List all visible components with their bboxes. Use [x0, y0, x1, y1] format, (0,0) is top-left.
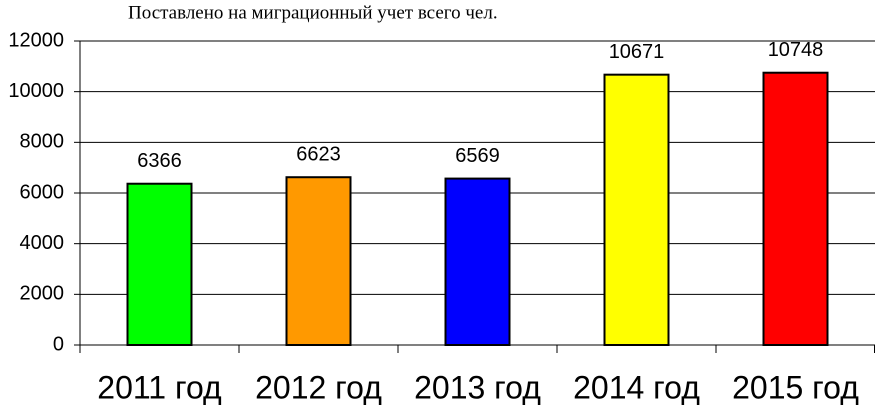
x-tick-label: 2011 год: [97, 369, 222, 405]
bar: [126, 182, 193, 346]
y-tick-label: 8000: [20, 131, 65, 153]
bar: [285, 176, 352, 346]
value-label: 6366: [137, 150, 182, 172]
bar: [762, 71, 829, 346]
x-tick-label: 2014 год: [573, 369, 700, 405]
y-tick-label: 10000: [8, 80, 64, 102]
y-tick-label: 12000: [8, 29, 64, 51]
y-tick-label: 4000: [20, 232, 65, 254]
value-label: 10748: [768, 39, 824, 61]
bar: [603, 73, 670, 346]
value-label: 6623: [296, 143, 341, 165]
x-tick-label: 2013 год: [414, 369, 541, 405]
x-tick-label: 2012 год: [255, 369, 382, 405]
value-label: 6569: [455, 145, 500, 167]
chart-title: Поставлено на миграционный учет всего че…: [128, 2, 498, 23]
y-tick-label: 6000: [20, 181, 65, 203]
y-tick-label: 2000: [20, 283, 65, 305]
bar: [444, 177, 511, 346]
x-tick-label: 2015 год: [732, 369, 859, 405]
y-tick-label: 0: [53, 333, 64, 355]
value-label: 10671: [609, 41, 665, 63]
